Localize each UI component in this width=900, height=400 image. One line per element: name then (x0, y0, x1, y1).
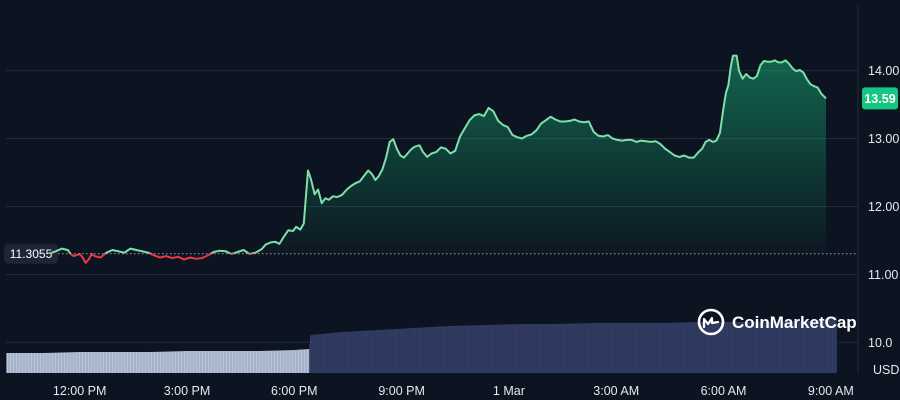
x-tick-label: 6:00 AM (701, 384, 747, 398)
price-line-down (50, 253, 256, 264)
x-tick-label: 9:00 AM (808, 384, 854, 398)
y-tick-label: 12.00 (868, 200, 899, 214)
y-tick-label: 13.00 (868, 132, 899, 146)
volume-bars-before (6, 335, 312, 373)
coinmarketcap-watermark: CoinMarketCap (697, 308, 857, 336)
x-tick-label: 6:00 PM (271, 384, 318, 398)
x-tick-label: 9:00 PM (378, 384, 425, 398)
line-layer (49, 54, 827, 264)
coinmarketcap-logo-icon (697, 308, 725, 336)
watermark-text: CoinMarketCap (732, 313, 857, 332)
reference-price-label-bg (4, 243, 58, 264)
x-axis: 12:00 PM 3:00 PM 6:00 PM 9:00 PM 1 Mar 3:00 A… (53, 384, 854, 398)
price-area-fill (49, 55, 826, 263)
volume-layer (5, 273, 856, 373)
x-tick-label: 3:00 PM (164, 384, 211, 398)
area-layer (49, 55, 826, 263)
price-line-up (49, 54, 827, 254)
y-tick-label: 14.00 (868, 64, 899, 78)
reference-layer: 11.3055 (4, 243, 858, 264)
y-axis: 10.0 11.00 12.00 13.00 14.00 13.59 (862, 64, 899, 350)
x-tick-label: 12:00 PM (53, 384, 107, 398)
x-tick-label: 1 Mar (493, 384, 525, 398)
y-tick-label: 11.00 (868, 268, 898, 282)
x-tick-label: 3:00 AM (593, 384, 639, 398)
last-price-badge (862, 87, 898, 110)
currency-label: USD (873, 363, 899, 377)
reference-price-label: 11.3055 (10, 247, 53, 261)
y-tick-label: 10.0 (868, 336, 892, 350)
last-price-label: 13.59 (864, 92, 895, 106)
